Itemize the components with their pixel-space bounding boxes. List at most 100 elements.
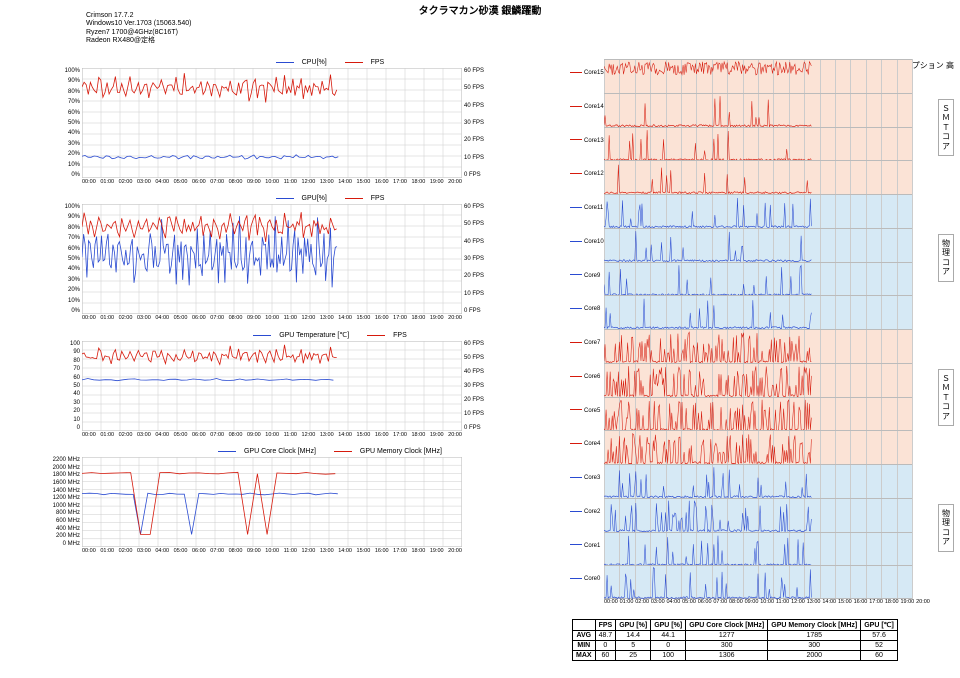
core-row-7: Core7 — [604, 329, 912, 363]
stats-table: FPSGPU [%]GPU [%]GPU Core Clock [MHz]GPU… — [572, 619, 898, 661]
stats-td: 1277 — [686, 631, 768, 641]
stats-th: GPU [%] — [651, 620, 686, 631]
legend-gpu: GPU[%] FPS — [82, 195, 572, 202]
core-label-1: Core1 — [570, 543, 600, 549]
chart-cpu: CPU[%] FPS 0%10%20%30%40%50%60%70%80%90%… — [82, 59, 572, 185]
core-row-5: Core5 — [604, 397, 912, 431]
core-panel: Ｓ Ｍ Ｔ コ ア物 理 コ アＳ Ｍ Ｔ コ ア物 理 コ アCore15Co… — [572, 59, 938, 599]
core-trace-9 — [604, 263, 912, 297]
core-label-3: Core3 — [570, 475, 600, 481]
core-row-11: Core11 — [604, 194, 912, 228]
stats-td: 44.1 — [651, 631, 686, 641]
core-trace-13 — [604, 128, 912, 162]
core-label-6: Core6 — [570, 374, 600, 380]
stats-th: GPU [%] — [616, 620, 651, 631]
xaxis-gpu: 00:0001:0002:0003:0004:0005:0006:0007:00… — [82, 315, 462, 321]
stats-th — [573, 620, 596, 631]
core-trace-11 — [604, 195, 912, 229]
xaxis-clock: 00:0001:0002:0003:0004:0005:0006:0007:00… — [82, 548, 462, 554]
core-group-label: 物 理 コ ア — [938, 504, 954, 552]
stats-td: 5 — [616, 641, 651, 651]
core-row-14: Core14 — [604, 93, 912, 127]
core-trace-8 — [604, 296, 912, 330]
core-trace-2 — [604, 499, 912, 533]
stats-td: 48.7 — [595, 631, 616, 641]
left-charts: CPU[%] FPS 0%10%20%30%40%50%60%70%80%90%… — [4, 59, 572, 661]
stats-td: 300 — [686, 641, 768, 651]
legend-cpu: CPU[%] FPS — [82, 59, 572, 66]
stats-td: 57.6 — [861, 631, 898, 641]
stats-td: 2000 — [768, 651, 861, 661]
core-row-13: Core13 — [604, 127, 912, 161]
legend-temp: GPU Temperature [℃] FPS — [82, 331, 572, 339]
stats-th: FPS — [595, 620, 616, 631]
stats-th: GPU [℃] — [861, 620, 898, 631]
chart-svg-clock — [82, 457, 462, 547]
stats-td: 25 — [616, 651, 651, 661]
core-group-label: Ｓ Ｍ Ｔ コ ア — [938, 99, 954, 157]
stats-td: 1306 — [686, 651, 768, 661]
stats-td: MAX — [573, 651, 596, 661]
stats-td: 0 — [595, 641, 616, 651]
core-trace-1 — [604, 533, 912, 567]
stats-td: 60 — [861, 651, 898, 661]
core-label-12: Core12 — [570, 171, 604, 177]
chart-svg-temp — [82, 341, 462, 431]
stats-td: 60 — [595, 651, 616, 661]
system-info: Crimson 17.7.2Windows10 Ver.1703 (15063.… — [86, 12, 191, 46]
core-label-10: Core10 — [570, 239, 604, 245]
core-group-label: Ｓ Ｍ Ｔ コ ア — [938, 369, 954, 427]
stats-td: 14.4 — [616, 631, 651, 641]
core-label-14: Core14 — [570, 104, 604, 110]
core-trace-5 — [604, 398, 912, 432]
core-row-10: Core10 — [604, 228, 912, 262]
core-row-1: Core1 — [604, 532, 912, 566]
stats-td: 300 — [768, 641, 861, 651]
stats-td: 100 — [651, 651, 686, 661]
core-row-8: Core8 — [604, 295, 912, 329]
legend-clock: GPU Core Clock [MHz] GPU Memory Clock [M… — [82, 448, 572, 455]
core-trace-12 — [604, 161, 912, 195]
stats-th: GPU Core Clock [MHz] — [686, 620, 768, 631]
core-row-0: Core0 — [604, 565, 912, 599]
stats-td: 0 — [651, 641, 686, 651]
core-label-0: Core0 — [570, 576, 600, 582]
stats-td: MIN — [573, 641, 596, 651]
core-trace-0 — [604, 566, 912, 600]
core-group-label: 物 理 コ ア — [938, 234, 954, 282]
stats-th: GPU Memory Clock [MHz] — [768, 620, 861, 631]
core-trace-7 — [604, 330, 912, 364]
core-label-15: Core15 — [570, 70, 604, 76]
chart-svg-cpu — [82, 68, 462, 178]
core-row-6: Core6 — [604, 363, 912, 397]
chart-clock: GPU Core Clock [MHz] GPU Memory Clock [M… — [82, 448, 572, 554]
core-row-15: Core15 — [604, 59, 912, 93]
core-label-8: Core8 — [570, 306, 600, 312]
core-row-9: Core9 — [604, 262, 912, 296]
core-trace-6 — [604, 364, 912, 398]
core-label-4: Core4 — [570, 441, 600, 447]
core-trace-4 — [604, 431, 912, 465]
core-label-11: Core11 — [570, 205, 603, 211]
core-panel-column: Ｓ Ｍ Ｔ コ ア物 理 コ アＳ Ｍ Ｔ コ ア物 理 コ アCore15Co… — [572, 59, 956, 661]
core-trace-10 — [604, 229, 912, 263]
core-label-13: Core13 — [570, 138, 604, 144]
stats-td: 52 — [861, 641, 898, 651]
core-trace-3 — [604, 465, 912, 499]
chart-gpu: GPU[%] FPS 0%10%20%30%40%50%60%70%80%90%… — [82, 195, 572, 321]
core-row-2: Core2 — [604, 498, 912, 532]
xaxis-cpu: 00:0001:0002:0003:0004:0005:0006:0007:00… — [82, 179, 462, 185]
core-row-12: Core12 — [604, 160, 912, 194]
core-label-9: Core9 — [570, 273, 600, 279]
core-xaxis: 00:0001:0002:0003:0004:0005:0006:0007:00… — [604, 599, 930, 605]
core-trace-15 — [604, 60, 912, 94]
core-label-2: Core2 — [570, 509, 600, 515]
chart-svg-gpu — [82, 204, 462, 314]
core-label-7: Core7 — [570, 340, 600, 346]
core-label-5: Core5 — [570, 408, 600, 414]
xaxis-temp: 00:0001:0002:0003:0004:0005:0006:0007:00… — [82, 432, 462, 438]
stats-td: 1785 — [768, 631, 861, 641]
core-row-4: Core4 — [604, 430, 912, 464]
core-row-3: Core3 — [604, 464, 912, 498]
stats-td: AVG — [573, 631, 596, 641]
